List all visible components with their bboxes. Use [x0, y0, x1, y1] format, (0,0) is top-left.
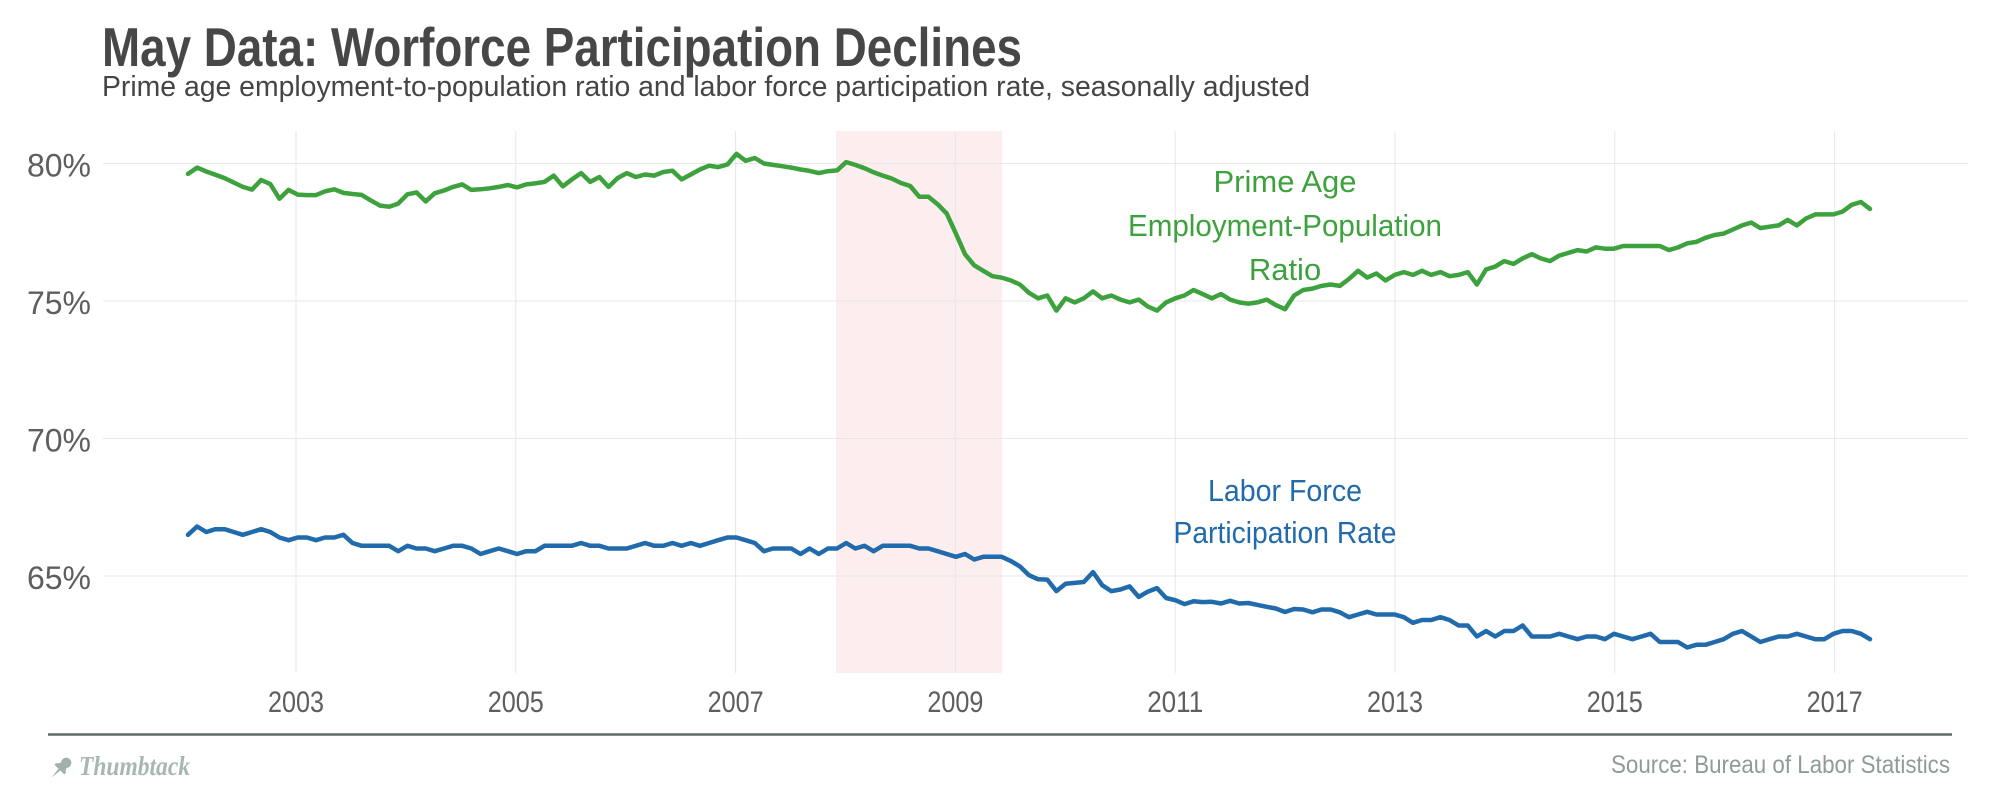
svg-text:Prime Age: Prime Age: [1213, 164, 1356, 199]
svg-text:Ratio: Ratio: [1249, 252, 1321, 287]
svg-text:2005: 2005: [488, 686, 544, 719]
svg-text:2011: 2011: [1147, 686, 1203, 719]
svg-text:70%: 70%: [27, 423, 91, 459]
svg-text:2009: 2009: [927, 686, 983, 719]
svg-text:80%: 80%: [27, 148, 91, 184]
svg-text:2017: 2017: [1807, 686, 1863, 719]
svg-text:65%: 65%: [27, 560, 91, 596]
svg-text:Source: Bureau of Labor Statis: Source: Bureau of Labor Statistics: [1611, 751, 1950, 779]
svg-text:Labor Force: Labor Force: [1208, 473, 1362, 508]
svg-text:2003: 2003: [268, 686, 324, 719]
svg-text:Participation Rate: Participation Rate: [1174, 515, 1397, 550]
svg-text:Prime age employment-to-popula: Prime age employment-to-population ratio…: [102, 71, 1310, 103]
svg-text:May Data: Worforce Participati: May Data: Worforce Participation Decline…: [102, 16, 1022, 78]
svg-text:75%: 75%: [27, 285, 91, 321]
svg-text:2015: 2015: [1587, 686, 1643, 719]
svg-text:2013: 2013: [1367, 686, 1423, 719]
svg-text:Employment-Population: Employment-Population: [1128, 208, 1442, 243]
svg-text:Thumbtack: Thumbtack: [79, 751, 190, 781]
svg-text:2007: 2007: [708, 686, 764, 719]
